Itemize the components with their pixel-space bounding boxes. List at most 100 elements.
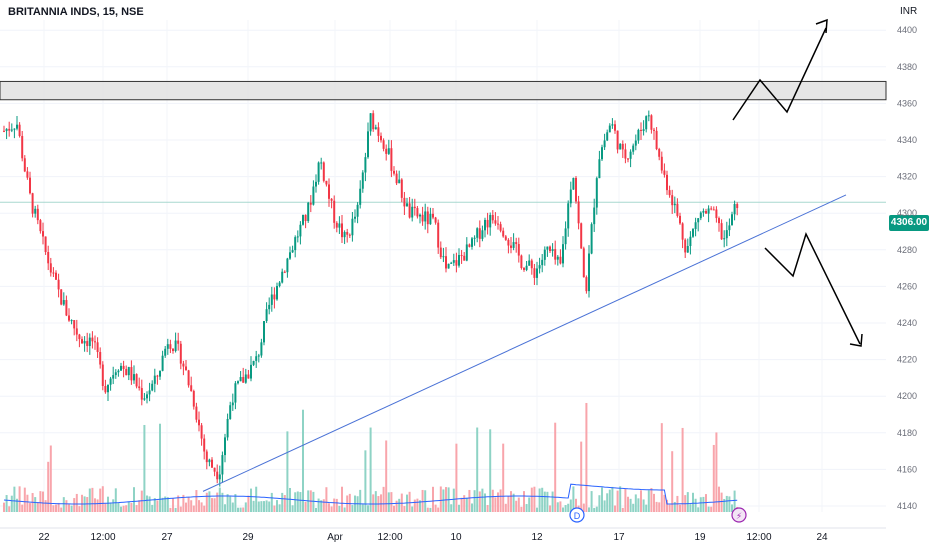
candle xyxy=(172,348,174,351)
candle xyxy=(447,263,450,269)
y-tick-label: 4340 xyxy=(897,135,917,145)
volume-bar xyxy=(107,496,109,512)
volume-bar xyxy=(367,505,369,512)
candle xyxy=(637,129,640,141)
candle xyxy=(452,260,455,263)
volume-bar xyxy=(572,486,575,512)
volume-bar xyxy=(133,487,135,512)
volume-bar xyxy=(213,498,216,512)
candle xyxy=(624,149,627,159)
candle xyxy=(60,289,63,305)
candle xyxy=(647,115,650,117)
volume-bar xyxy=(627,496,629,512)
volume-bar xyxy=(169,507,172,512)
candle xyxy=(580,223,583,249)
volume-bar xyxy=(582,503,585,512)
candle xyxy=(465,244,468,261)
candle xyxy=(590,224,593,254)
volume-bar xyxy=(221,492,224,512)
candle xyxy=(31,193,34,214)
candle xyxy=(463,255,466,261)
candle xyxy=(562,244,564,264)
candle xyxy=(543,249,546,260)
candle xyxy=(127,367,130,376)
volume-bar xyxy=(543,491,546,512)
volume-bar xyxy=(455,443,458,512)
candle xyxy=(200,425,203,439)
candle xyxy=(556,256,559,260)
last-price-badge: 4306.00 xyxy=(889,215,929,231)
volume-bar xyxy=(606,493,609,512)
y-tick-label: 4400 xyxy=(897,25,917,35)
volume-bar xyxy=(595,506,598,512)
volume-bar xyxy=(65,500,68,512)
volume-bar xyxy=(62,497,65,512)
candle xyxy=(309,202,312,205)
y-tick-label: 4360 xyxy=(897,98,917,108)
candle xyxy=(426,211,429,225)
candle xyxy=(504,236,507,240)
volume-bar xyxy=(564,505,567,512)
volume-bar xyxy=(343,507,346,512)
candle xyxy=(315,181,317,187)
candle xyxy=(632,145,635,152)
volume-bar xyxy=(73,498,76,512)
candle xyxy=(96,342,99,353)
candle xyxy=(29,177,31,194)
candle xyxy=(434,217,437,223)
volume-bar xyxy=(187,497,190,512)
volume-bar xyxy=(112,499,115,512)
volume-bar xyxy=(317,498,320,512)
volume-bar xyxy=(499,489,502,512)
volume-bar xyxy=(585,402,588,512)
candle xyxy=(10,129,13,131)
candle xyxy=(65,300,68,316)
volume-bar xyxy=(385,440,388,512)
candle xyxy=(302,214,304,225)
volume-bar xyxy=(302,409,304,512)
volume-bar xyxy=(138,500,141,512)
volume-bar xyxy=(465,497,468,512)
volume-bar xyxy=(101,486,104,512)
candle xyxy=(166,344,169,349)
volume-ma-line xyxy=(3,483,738,505)
candle xyxy=(70,320,73,322)
candle xyxy=(481,230,484,239)
x-tick-label: 17 xyxy=(613,532,625,543)
candle xyxy=(244,374,247,383)
candle xyxy=(723,238,726,240)
volume-bar xyxy=(608,489,611,512)
volume-bar xyxy=(143,424,146,512)
candle xyxy=(83,341,86,344)
volume-bar xyxy=(541,487,544,512)
volume-bar xyxy=(473,490,476,512)
volume-bar xyxy=(707,506,710,512)
volume-bar xyxy=(161,497,164,512)
x-tick-label: 10 xyxy=(450,532,462,543)
volume-bar xyxy=(458,504,460,512)
volume-bar xyxy=(491,489,494,512)
y-tick-label: 4200 xyxy=(897,391,917,401)
x-tick-label: 19 xyxy=(694,532,706,543)
candle xyxy=(382,140,385,149)
volume-bar xyxy=(471,503,473,512)
candle xyxy=(364,157,367,173)
volume-bar xyxy=(562,507,564,512)
volume-bar xyxy=(179,506,182,512)
candle xyxy=(549,246,551,252)
candle xyxy=(263,321,265,343)
volume-bar xyxy=(265,500,268,512)
volume-bar xyxy=(725,495,728,512)
volume-bar xyxy=(283,495,286,512)
candle xyxy=(608,125,611,133)
volume-bar xyxy=(611,486,614,512)
volume-bar xyxy=(57,502,60,512)
candle xyxy=(699,212,702,219)
volume-bar xyxy=(624,488,627,512)
candle xyxy=(559,256,562,264)
candle xyxy=(455,260,458,266)
volume-bar xyxy=(629,498,632,512)
candle xyxy=(260,342,263,356)
candle xyxy=(484,219,486,231)
